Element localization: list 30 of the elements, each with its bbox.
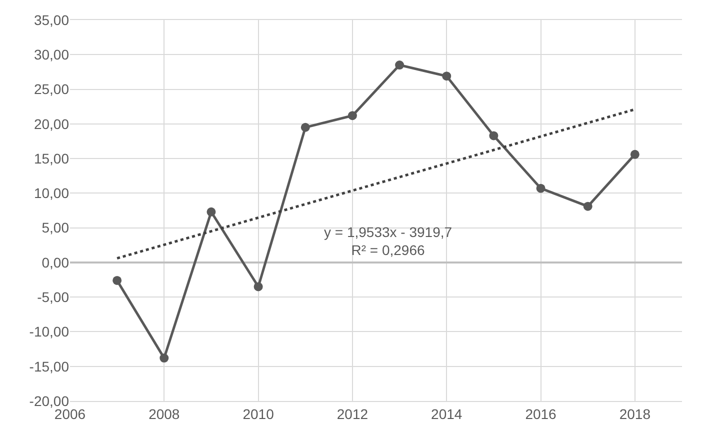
point [300,122,310,132]
point [348,111,357,120]
x-tick-label: 2018 [619,406,651,422]
x-tick-label: 2014 [431,406,462,422]
point [630,150,640,159]
y-tick-label: 15,00 [34,150,70,166]
y-tick-label: 30,00 [34,46,70,63]
y-tick-label: 35,00 [34,12,70,28]
x-tick-label: 2008 [148,406,180,422]
x-tick-label: 2010 [242,406,274,422]
y-tick-label: 10,00 [34,185,70,202]
y-tick-label: -5,00 [37,288,70,305]
point [583,202,592,211]
y-tick-label: 5,00 [42,220,70,236]
point [206,207,216,216]
point [254,282,263,292]
y-tick-label: 0,00 [42,254,70,270]
y-tick-label: 20,00 [34,116,70,132]
annotation: y = 1,9533x - 3919,7 R² = 0,2966 [324,224,452,258]
point [489,131,498,140]
point [160,354,169,363]
x-tick-label: 2016 [525,406,557,422]
point [442,72,452,81]
y-tick-label: -15,00 [29,358,70,374]
x-tick-label: 2012 [336,406,368,422]
point [536,184,546,193]
point [112,276,122,285]
y-tick-label: -10,00 [29,324,70,340]
y-tick-label: 25,00 [34,81,70,98]
point [395,60,404,70]
